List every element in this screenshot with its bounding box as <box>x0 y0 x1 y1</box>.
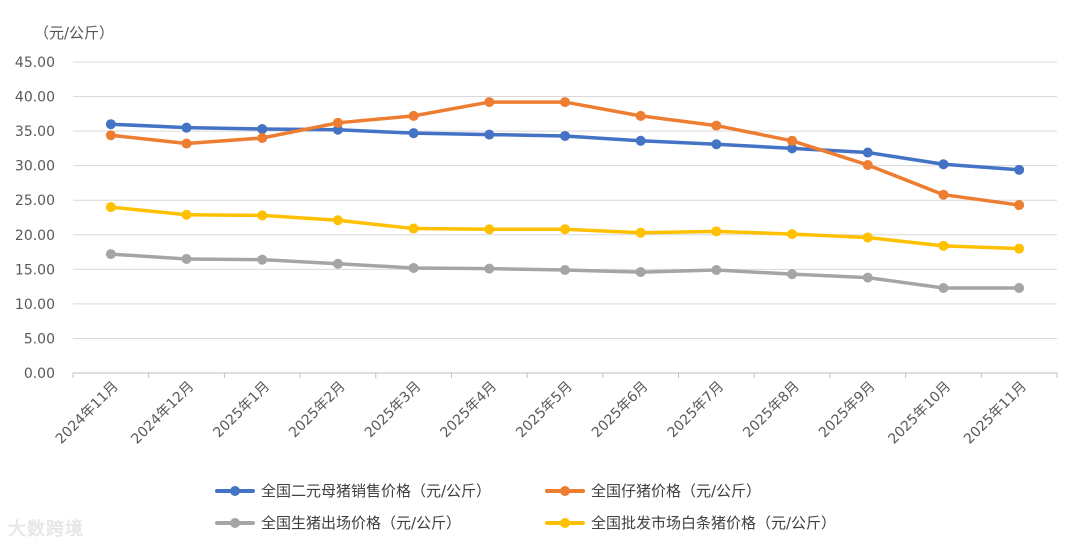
y-tick-label: 5.00 <box>24 331 55 347</box>
x-tick-label: 2025年5月 <box>513 379 576 442</box>
data-point <box>105 202 116 213</box>
y-tick-label: 0.00 <box>24 366 55 382</box>
data-point <box>862 159 873 170</box>
x-tick-label: 2025年8月 <box>740 379 803 442</box>
data-point <box>408 223 419 234</box>
data-point <box>560 97 570 108</box>
data-point <box>257 124 268 135</box>
data-point <box>257 133 268 144</box>
y-tick-label: 35.00 <box>15 124 55 140</box>
data-point <box>711 265 722 276</box>
data-point <box>1014 282 1025 293</box>
y-tick-label: 15.00 <box>15 262 55 278</box>
data-point <box>105 249 116 260</box>
x-tick-label: 2025年11月 <box>961 379 1030 448</box>
data-point <box>560 265 570 276</box>
data-point <box>484 129 495 140</box>
data-point <box>332 215 343 226</box>
x-tick-label: 2024年11月 <box>53 379 122 448</box>
x-tick-label: 2025年1月 <box>210 379 273 442</box>
x-tick-label: 2025年4月 <box>438 379 501 442</box>
data-point <box>787 229 798 240</box>
data-point <box>711 120 722 131</box>
data-point <box>862 272 873 283</box>
data-point <box>635 135 646 146</box>
x-tick-label: 2025年7月 <box>665 379 728 442</box>
y-tick-label: 45.00 <box>15 55 55 71</box>
data-point <box>105 119 116 130</box>
data-point <box>560 224 570 235</box>
data-point <box>484 224 495 235</box>
y-tick-label: 25.00 <box>15 193 55 209</box>
data-point <box>938 240 949 251</box>
data-point <box>787 143 798 154</box>
watermark: 大数跨境 <box>8 519 84 540</box>
x-tick-label: 2025年10月 <box>885 379 954 448</box>
x-tick-label: 2025年6月 <box>589 379 652 442</box>
y-axis-unit-label: （元/公斤） <box>34 24 115 42</box>
data-point <box>408 128 419 139</box>
data-point <box>257 210 268 221</box>
data-point <box>484 263 495 274</box>
data-point <box>1014 200 1025 211</box>
y-tick-label: 10.00 <box>15 297 55 313</box>
data-point <box>105 130 116 141</box>
data-point <box>181 122 192 133</box>
y-tick-label: 30.00 <box>15 159 55 175</box>
x-tick-label: 2024年12月 <box>128 379 197 448</box>
data-point <box>181 209 192 220</box>
x-tick-label: 2025年2月 <box>286 379 349 442</box>
data-point <box>635 267 646 278</box>
data-point <box>938 189 949 200</box>
data-point <box>332 117 343 128</box>
data-point <box>862 147 873 158</box>
data-point <box>711 226 722 237</box>
data-point <box>484 97 495 108</box>
data-point <box>711 139 722 150</box>
y-tick-label: 20.00 <box>15 228 55 244</box>
data-point <box>332 258 343 269</box>
data-point <box>635 110 646 121</box>
data-point <box>332 124 343 135</box>
data-point <box>1014 164 1025 175</box>
data-point <box>408 110 419 121</box>
data-point <box>408 262 419 273</box>
data-point <box>938 159 949 170</box>
data-point <box>257 254 268 265</box>
data-point <box>560 130 570 141</box>
data-point <box>1014 243 1025 254</box>
data-point <box>787 135 798 146</box>
data-point <box>787 269 798 280</box>
y-tick-label: 40.00 <box>15 90 55 106</box>
x-tick-label: 2025年3月 <box>362 379 425 442</box>
data-point <box>181 253 192 264</box>
x-tick-label: 2025年9月 <box>816 379 879 442</box>
data-point <box>862 232 873 243</box>
data-point <box>181 138 192 149</box>
data-point <box>938 282 949 293</box>
data-point <box>635 227 646 238</box>
